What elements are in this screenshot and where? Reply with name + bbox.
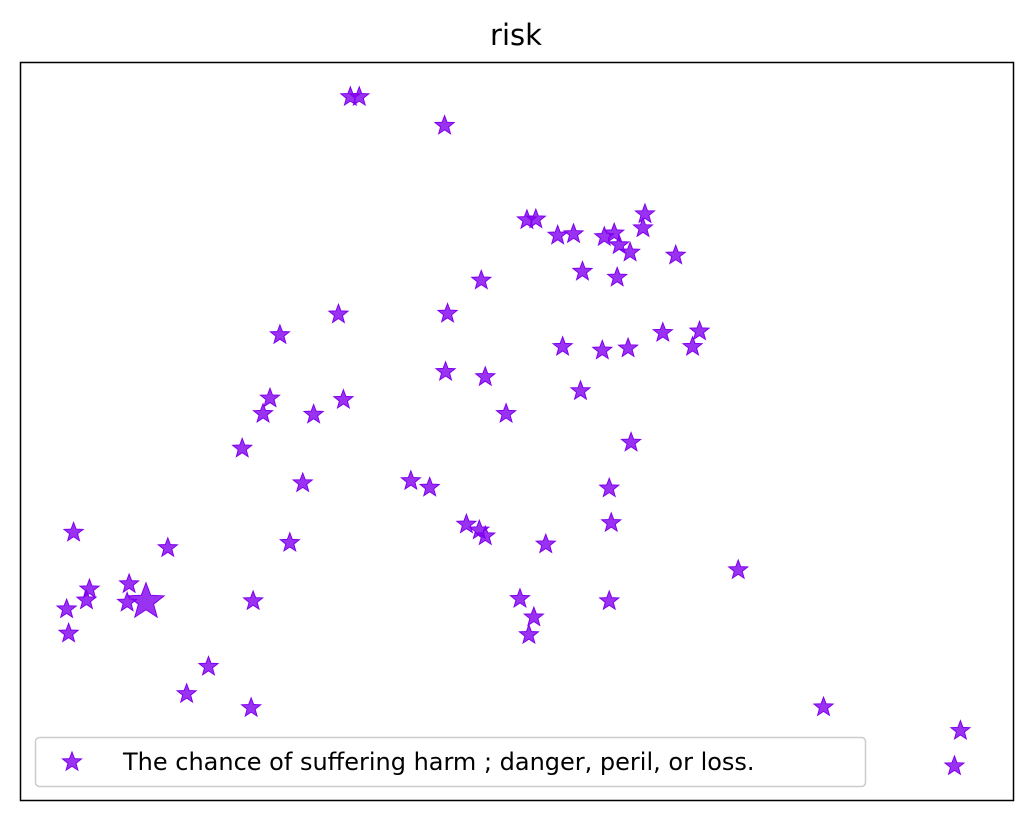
legend-label: The chance of suffering harm ; danger, p…	[122, 748, 755, 776]
data-point-star	[75, 588, 98, 610]
data-point-star	[252, 402, 274, 424]
data-point-star	[259, 386, 281, 408]
data-point-star	[240, 696, 263, 718]
data-point-star	[57, 622, 80, 643]
data-point-star	[571, 260, 594, 281]
data-point-star	[620, 431, 642, 452]
data-point-star	[399, 469, 422, 491]
data-point-star	[617, 336, 639, 358]
legend: The chance of suffering harm ; danger, p…	[34, 736, 867, 788]
data-point-star	[231, 437, 254, 458]
data-point-star	[524, 207, 547, 229]
data-point-star	[664, 243, 687, 265]
data-point-star	[55, 597, 78, 619]
plot-area	[19, 61, 1015, 802]
data-point-star	[455, 512, 478, 534]
data-point-star	[302, 403, 325, 424]
data-point-star	[619, 240, 641, 262]
data-point-star	[534, 532, 557, 554]
data-point-star	[651, 321, 674, 342]
legend-marker-icon	[61, 750, 83, 772]
data-point-star	[436, 302, 459, 323]
data-point-star	[175, 682, 198, 704]
data-point-star	[551, 335, 574, 356]
data-point-star	[269, 323, 291, 345]
data-point-star	[242, 589, 264, 611]
data-point-star	[418, 476, 441, 497]
data-point-star	[118, 572, 140, 594]
data-point-star	[688, 319, 711, 341]
data-point-star	[433, 114, 456, 135]
data-point-star	[812, 695, 835, 717]
data-point-star	[495, 402, 517, 424]
data-point-star	[949, 719, 972, 740]
data-point-star	[474, 365, 497, 387]
data-point-star	[291, 471, 314, 493]
data-point-star	[278, 531, 301, 553]
data-point-star	[522, 605, 545, 627]
data-point-star	[634, 202, 656, 224]
data-point-star	[434, 360, 457, 382]
data-point-star	[603, 221, 626, 243]
data-point-star	[327, 302, 350, 324]
data-point-star	[600, 511, 623, 533]
data-point-star	[608, 233, 631, 255]
data-point-star	[518, 623, 540, 645]
data-point-star	[78, 577, 101, 599]
data-point-star	[606, 266, 629, 287]
data-point-star	[591, 339, 614, 360]
data-point-star	[62, 521, 85, 542]
data-point-star	[126, 581, 166, 619]
data-point-star	[598, 589, 621, 611]
data-points	[55, 85, 972, 776]
data-point-star	[509, 587, 531, 609]
data-point-star	[332, 388, 355, 410]
data-point-star	[632, 216, 654, 238]
data-point-star	[156, 536, 179, 558]
data-point-star	[470, 268, 493, 290]
data-point-star	[598, 476, 621, 498]
data-point-star	[943, 754, 966, 776]
data-point-star	[546, 224, 569, 245]
data-point-star	[474, 524, 497, 546]
data-point-star	[569, 379, 592, 401]
data-point-star	[348, 85, 371, 107]
data-point-star	[681, 335, 704, 356]
data-point-star	[727, 558, 750, 580]
legend-star-icon	[61, 750, 83, 772]
data-point-star	[562, 222, 585, 244]
data-point-star	[197, 655, 220, 676]
chart-title: risk	[490, 18, 542, 52]
legend-box	[34, 736, 867, 788]
